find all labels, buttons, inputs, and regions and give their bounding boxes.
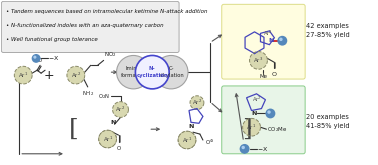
Text: 20 examples
41-85% yield: 20 examples 41-85% yield [306, 114, 350, 129]
Circle shape [33, 56, 36, 59]
Text: Ar$^{1}$: Ar$^{1}$ [102, 134, 113, 144]
Text: ]: ] [242, 118, 251, 141]
Text: O: O [38, 58, 42, 63]
Text: N-
cyclization: N- cyclization [136, 66, 168, 78]
Text: Ar$^{1}$: Ar$^{1}$ [246, 123, 257, 132]
Text: $-$X: $-$X [48, 54, 59, 62]
Text: NO$_2$: NO$_2$ [104, 50, 116, 59]
Circle shape [243, 118, 260, 136]
Text: N: N [188, 124, 194, 129]
Circle shape [279, 38, 283, 41]
FancyBboxPatch shape [222, 4, 305, 79]
Circle shape [154, 55, 188, 89]
Circle shape [113, 102, 129, 117]
Text: N: N [269, 38, 274, 43]
Circle shape [249, 51, 267, 69]
Text: [: [ [69, 118, 79, 141]
Circle shape [116, 55, 150, 89]
Text: Ar$^{1}$: Ar$^{1}$ [18, 70, 28, 80]
Text: O$_2$N: O$_2$N [98, 92, 110, 101]
Circle shape [178, 131, 196, 149]
Circle shape [67, 66, 85, 84]
Text: Ar$^{3}$: Ar$^{3}$ [253, 56, 263, 65]
Text: Me: Me [259, 74, 268, 79]
Text: • Well funational group tolerance: • Well funational group tolerance [6, 37, 98, 42]
Text: Ar$^2$: Ar$^2$ [252, 95, 262, 104]
Text: O: O [272, 72, 277, 77]
Text: O$^{\ominus}$: O$^{\ominus}$ [205, 138, 214, 147]
Text: • Tandem sequences based on intramolecular ketimine N-attack addition: • Tandem sequences based on intramolecul… [6, 9, 208, 14]
Text: 42 examples
27-85% yield: 42 examples 27-85% yield [306, 23, 350, 38]
Text: $-$X: $-$X [257, 145, 269, 153]
Text: N: N [252, 111, 257, 116]
Text: +: + [44, 69, 54, 82]
FancyBboxPatch shape [222, 86, 305, 154]
FancyBboxPatch shape [2, 1, 179, 52]
Text: • N-functionalized indoles with an aza-quaternary carbon: • N-functionalized indoles with an aza-q… [6, 23, 164, 28]
Circle shape [99, 130, 116, 148]
Text: N: N [110, 120, 115, 125]
Text: Ar$^2$: Ar$^2$ [262, 28, 272, 37]
Text: CO$_2$Me: CO$_2$Me [267, 125, 288, 134]
Circle shape [14, 66, 32, 84]
Text: O: O [116, 146, 121, 151]
Circle shape [242, 146, 245, 149]
Text: Ar$^{1}$: Ar$^{1}$ [182, 135, 192, 145]
Circle shape [32, 54, 40, 63]
Text: Imine
formation: Imine formation [121, 66, 146, 78]
Circle shape [190, 96, 204, 110]
Text: Ar$^{2}$: Ar$^{2}$ [71, 70, 81, 80]
Circle shape [240, 144, 249, 154]
Text: Ar$^{2}$: Ar$^{2}$ [192, 98, 202, 107]
Circle shape [267, 110, 271, 114]
Circle shape [135, 55, 169, 89]
Text: C-
alkylation: C- alkylation [158, 66, 184, 78]
Text: Ar$^{2}$: Ar$^{2}$ [115, 105, 125, 114]
Text: NH$_2$: NH$_2$ [82, 89, 94, 98]
Circle shape [265, 109, 275, 118]
Circle shape [277, 36, 287, 46]
